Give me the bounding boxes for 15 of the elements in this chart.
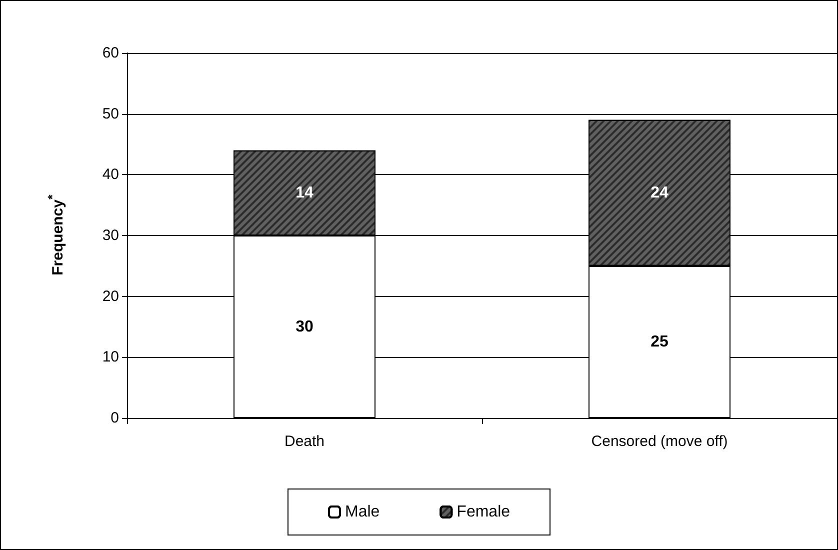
data-label: 14 xyxy=(296,184,314,202)
y-tick-label: 30 xyxy=(102,227,119,244)
y-tick-label: 10 xyxy=(102,348,119,366)
y-tick-label: 20 xyxy=(102,288,119,305)
y-tick-label: 50 xyxy=(102,105,119,122)
data-label: 25 xyxy=(650,333,668,350)
x-tick-label: Death xyxy=(284,433,325,450)
y-tick-label: 60 xyxy=(102,44,119,62)
data-label: 30 xyxy=(296,318,314,336)
y-tick-label: 40 xyxy=(102,166,119,184)
y-tick-label: 0 xyxy=(110,410,119,426)
legend-label: Male xyxy=(344,504,380,520)
data-label: 24 xyxy=(650,184,668,202)
x-tick-label: Censored (move off) xyxy=(591,433,728,450)
legend-label: Female xyxy=(456,504,510,520)
